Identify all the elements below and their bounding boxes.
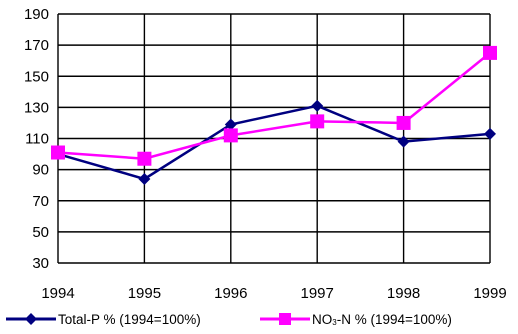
x-tick-label: 1998 bbox=[387, 285, 420, 302]
y-tick-label: 90 bbox=[32, 162, 49, 179]
legend-label-no3-sub: 3 bbox=[332, 317, 337, 327]
x-tick-label: 1999 bbox=[473, 285, 506, 302]
data-point bbox=[311, 99, 324, 112]
y-tick-label: 170 bbox=[24, 37, 49, 54]
y-tick-label: 50 bbox=[32, 224, 49, 241]
legend-label-no3-prefix: NO bbox=[312, 311, 333, 327]
series-line bbox=[57, 51, 491, 160]
x-tick-label: 1995 bbox=[128, 285, 161, 302]
data-point bbox=[138, 172, 151, 185]
data-point bbox=[223, 128, 238, 143]
legend-swatch-no3-n bbox=[260, 313, 310, 325]
chart-series bbox=[51, 45, 497, 185]
y-tick-label: 190 bbox=[24, 6, 49, 23]
data-point bbox=[224, 118, 237, 131]
x-tick-label: 1994 bbox=[41, 285, 74, 302]
data-point bbox=[397, 135, 410, 148]
series-line bbox=[57, 104, 491, 181]
data-point bbox=[396, 115, 411, 130]
y-tick-label: 70 bbox=[32, 193, 49, 210]
legend-label-no3-suffix: -N % (1994=100%) bbox=[336, 311, 452, 327]
legend-label-no3-n: NO3-N % (1994=100%) bbox=[312, 312, 452, 327]
data-point bbox=[137, 151, 152, 166]
legend-item-total-p: Total-P % (1994=100%) bbox=[6, 309, 201, 329]
y-tick-label: 130 bbox=[24, 99, 49, 116]
x-tick-label: 1996 bbox=[214, 285, 247, 302]
chart-legend: Total-P % (1994=100%) NO3-N % (1994=100%… bbox=[0, 306, 518, 334]
y-tick-label: 150 bbox=[24, 68, 49, 85]
y-tick-labels: 30 50 70 90 110 130 150 170 190 bbox=[24, 6, 49, 272]
legend-item-no3-n: NO3-N % (1994=100%) bbox=[260, 309, 452, 329]
y-tick-label: 110 bbox=[25, 131, 49, 148]
x-tick-labels: 1994 1995 1996 1997 1998 1999 bbox=[41, 285, 506, 302]
data-point bbox=[484, 127, 496, 140]
y-tick-label: 30 bbox=[32, 255, 49, 272]
x-tick-label: 1997 bbox=[301, 285, 334, 302]
data-point bbox=[51, 145, 65, 160]
legend-label-total-p: Total-P % (1994=100%) bbox=[58, 311, 201, 327]
data-point bbox=[310, 114, 325, 129]
legend-swatch-total-p bbox=[6, 313, 56, 325]
data-point bbox=[483, 45, 497, 60]
